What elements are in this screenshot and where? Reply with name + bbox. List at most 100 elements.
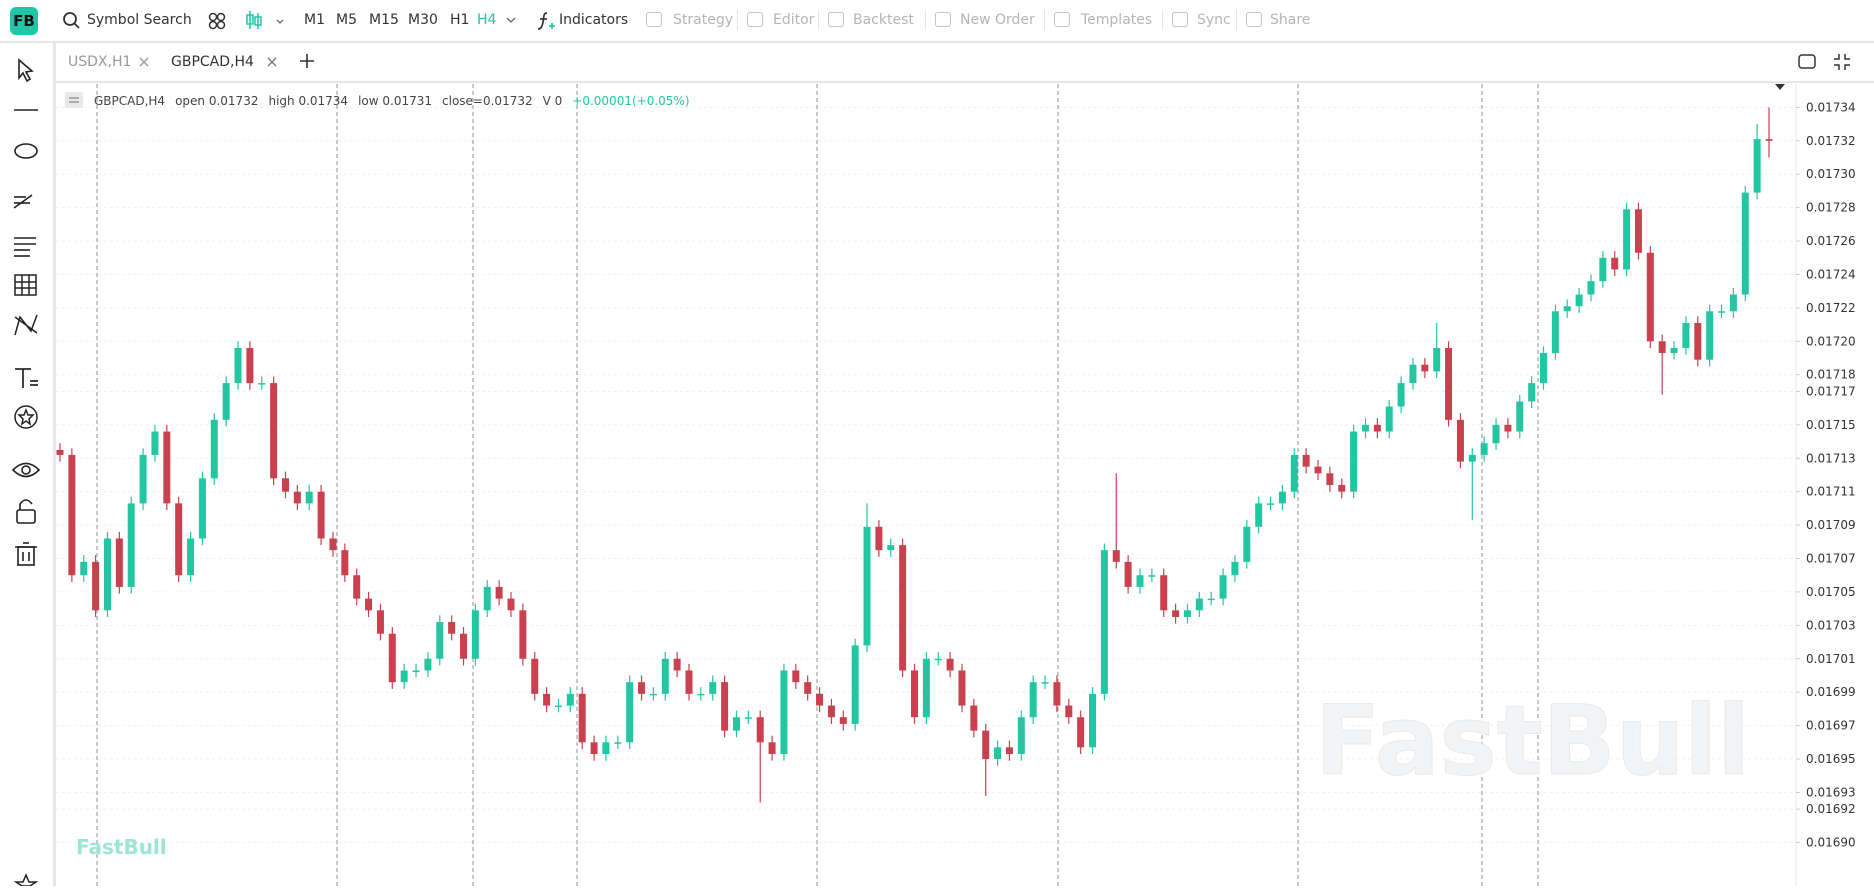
candle-body <box>804 682 812 694</box>
legend-toggle[interactable] <box>65 92 83 108</box>
candle-body <box>1029 682 1037 718</box>
candle-body <box>281 478 289 492</box>
candle-body <box>412 670 420 672</box>
visibility-tool[interactable] <box>11 462 41 478</box>
candle-body <box>424 658 432 671</box>
favorite-tool[interactable] <box>14 405 38 429</box>
candle-body <box>1623 209 1631 270</box>
candle-body <box>1231 561 1239 576</box>
y-tick-label: 0.01728 <box>1806 201 1856 215</box>
candle-body <box>922 658 930 718</box>
candle-body <box>1670 347 1678 354</box>
drawing-tools <box>11 58 41 887</box>
symbol-search[interactable]: Symbol Search <box>87 12 192 28</box>
interval-button[interactable]: H4 <box>477 12 497 28</box>
add-tab[interactable] <box>299 53 315 69</box>
interval-button[interactable]: M30 <box>408 12 438 28</box>
fullscreen[interactable] <box>1833 53 1851 71</box>
action-button[interactable]: Sync <box>1197 12 1231 28</box>
candle-body <box>175 503 183 576</box>
legend-item: open 0.01732 <box>175 94 258 108</box>
candle-body <box>400 670 408 683</box>
chart-tab[interactable]: USDX,H1 <box>68 54 132 70</box>
candle-body <box>471 610 479 659</box>
indicators-icon <box>537 12 555 30</box>
candle-body <box>1183 610 1191 617</box>
action-icon <box>1054 12 1070 27</box>
y-tick-label: 0.01734 <box>1806 100 1856 114</box>
text-list-tool[interactable] <box>14 237 36 257</box>
candle-body <box>56 449 64 455</box>
candle-body <box>1065 705 1073 718</box>
candle-body <box>1729 294 1737 312</box>
favorites-star[interactable] <box>13 873 39 887</box>
tab-close[interactable] <box>139 57 149 67</box>
action-button[interactable]: Editor <box>773 12 815 28</box>
candle-body <box>1041 682 1049 684</box>
action-icon <box>646 12 662 27</box>
candle-body <box>353 575 361 599</box>
window-mode[interactable] <box>1798 54 1816 70</box>
interval-button[interactable]: M5 <box>336 12 357 28</box>
layout-icon[interactable] <box>207 11 227 31</box>
interval-button[interactable]: M15 <box>369 12 399 28</box>
action-button[interactable]: Strategy <box>673 12 733 28</box>
pattern-tool[interactable] <box>14 314 38 336</box>
session-separators <box>96 84 1539 886</box>
candle-body <box>768 742 776 755</box>
y-tick-label: 0.01695 <box>1806 752 1856 766</box>
price-chart: FastBull FastBull 0.01690 0.01692 0.01693 0… <box>56 84 1856 886</box>
candle-body <box>246 347 254 384</box>
chart-type-icon[interactable] <box>244 9 284 33</box>
cursor-tool[interactable] <box>18 58 34 83</box>
candle-body <box>744 717 752 719</box>
logo[interactable]: FB <box>10 7 38 35</box>
candle-body <box>554 705 562 708</box>
tab-close[interactable] <box>267 57 277 67</box>
interval-more[interactable] <box>505 14 517 26</box>
candle-body <box>1706 311 1714 360</box>
legend-item: close=0.01732 <box>442 94 533 108</box>
candle-body <box>1587 281 1595 295</box>
y-tick-label: 0.01730 <box>1806 167 1856 181</box>
chart-tab[interactable]: GBPCAD,H4 <box>171 54 254 70</box>
candles <box>56 107 1773 803</box>
interval-button[interactable]: M1 <box>304 12 325 28</box>
text-tool[interactable] <box>15 368 38 388</box>
action-button[interactable]: New Order <box>960 12 1035 28</box>
candle-body <box>709 682 717 694</box>
fib-tool[interactable] <box>13 194 33 209</box>
y-tick-label: 0.01722 <box>1806 301 1856 315</box>
ellipse-tool[interactable] <box>14 143 38 159</box>
action-button[interactable]: Templates <box>1081 12 1153 28</box>
candle-body <box>1551 311 1559 354</box>
watermark: FastBull <box>1315 685 1750 797</box>
candle-body <box>80 561 88 576</box>
y-tick-label: 0.01720 <box>1806 334 1856 348</box>
candle-body <box>1385 406 1393 432</box>
search-icon <box>63 12 80 29</box>
candle-body <box>139 454 147 504</box>
candle-body <box>376 610 384 634</box>
candle-body <box>1172 610 1180 617</box>
grid-tool[interactable] <box>14 274 37 296</box>
candle-body <box>1112 550 1120 562</box>
candle-body <box>827 705 835 718</box>
legend-toggle-icon <box>69 97 79 103</box>
candle-body <box>1480 443 1488 455</box>
candle-body <box>92 561 100 611</box>
action-button[interactable]: Backtest <box>853 12 914 28</box>
delete-tool[interactable] <box>15 542 37 566</box>
candle-body <box>1326 473 1334 485</box>
interval-button[interactable]: H1 <box>450 12 470 28</box>
candle-body <box>1195 598 1203 611</box>
candle-body <box>341 550 349 576</box>
lock-tool[interactable] <box>16 499 36 524</box>
indicators-button[interactable]: Indicators <box>559 12 629 28</box>
candle-body <box>1741 192 1749 295</box>
candle-body <box>934 658 942 661</box>
y-tick-label: 0.01701 <box>1806 652 1856 666</box>
candle-body <box>602 742 610 755</box>
separator <box>1236 10 1237 30</box>
action-button[interactable]: Share <box>1270 12 1311 28</box>
